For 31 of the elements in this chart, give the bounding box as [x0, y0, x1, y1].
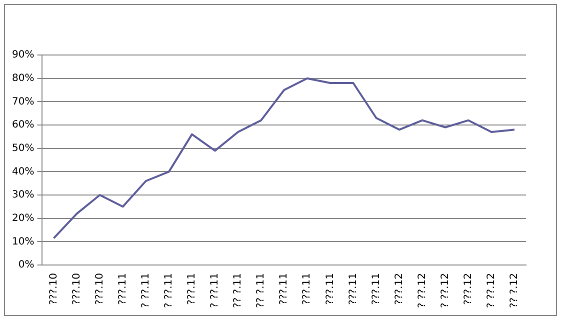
x-tick-label: ???.12	[394, 272, 405, 305]
x-tick-label: ???.11	[278, 272, 290, 305]
y-tick-label: 40%	[12, 166, 34, 178]
x-tick-label: ? ??.11	[140, 272, 152, 308]
x-tick-label: ???.10	[71, 272, 82, 305]
y-tick-label: 70%	[12, 96, 34, 108]
y-tick-label: 0%	[18, 260, 34, 271]
y-tick-label: 20%	[12, 212, 34, 224]
x-tick-label: ???.11	[324, 272, 336, 305]
x-tick-label: ???.11	[302, 272, 313, 305]
x-tick-label: ?? ?.12	[509, 272, 520, 308]
x-tick-label: ?? ?.11	[232, 272, 244, 308]
x-tick-label: ???.11	[186, 272, 198, 305]
x-tick-label: ? ??.12	[440, 272, 451, 308]
x-tick-label: ?? ?.11	[256, 272, 267, 308]
x-tick-label: ???.10	[94, 272, 106, 305]
x-tick-label: ???.11	[117, 272, 128, 305]
y-tick-label: 60%	[12, 120, 34, 131]
y-tick-label: 30%	[12, 190, 34, 201]
x-tick-label: ? ??.11	[164, 272, 175, 308]
x-tick-label: ? ??.11	[210, 272, 221, 308]
x-tick-label: ???.11	[348, 272, 359, 305]
x-tick-label: ???.10	[48, 272, 60, 305]
x-tick-label: ???.12	[463, 272, 474, 305]
y-tick-label: 10%	[12, 236, 34, 248]
x-tick-label: ? ??.12	[416, 272, 428, 308]
y-tick-label: 50%	[12, 142, 34, 154]
x-tick-label: ? ??.12	[486, 272, 498, 308]
y-tick-label: 80%	[12, 72, 34, 84]
x-tick-label: ???.11	[370, 272, 382, 305]
y-tick-label: 90%	[12, 50, 34, 61]
